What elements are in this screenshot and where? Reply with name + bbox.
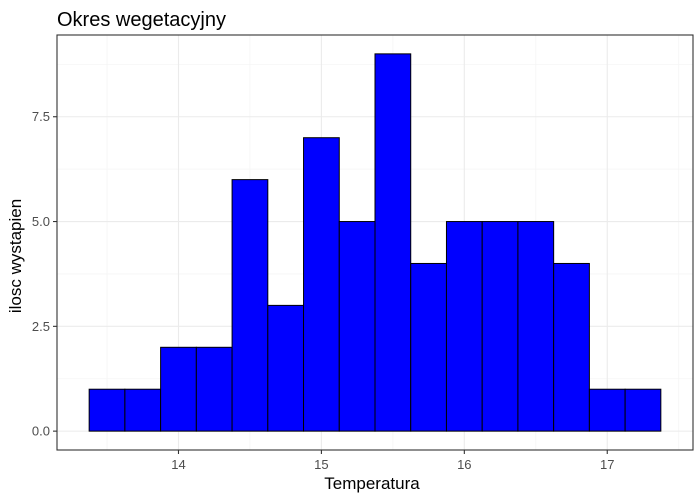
histogram-bar	[445, 221, 483, 432]
y-tick-label: 0.0	[32, 424, 50, 439]
histogram-bar	[195, 346, 233, 432]
y-axis-ticks: 0.0 2.5 5.0 7.5	[32, 109, 57, 439]
x-tick-label: 16	[457, 457, 471, 472]
histogram-bar	[588, 388, 626, 432]
chart-title: Okres wegetacyjny	[57, 9, 226, 31]
x-axis-ticks: 14 15 16 17	[171, 450, 614, 472]
histogram-bar	[481, 221, 519, 432]
y-tick-label: 7.5	[32, 109, 50, 124]
x-tick-label: 17	[600, 457, 614, 472]
histogram-bar	[124, 388, 162, 432]
y-tick-label: 2.5	[32, 319, 50, 334]
histogram-bar	[553, 262, 590, 432]
histogram-bar	[624, 388, 662, 432]
plot-panel-border	[56, 34, 694, 451]
histogram-bar	[410, 262, 447, 432]
x-tick-label: 15	[314, 457, 328, 472]
y-tick-label: 5.0	[32, 214, 50, 229]
histogram-bar	[303, 137, 340, 432]
histogram-bar	[517, 221, 555, 432]
histogram-bar	[374, 53, 412, 432]
x-tick-label: 14	[171, 457, 185, 472]
histogram-bars	[88, 53, 662, 432]
histogram-bar	[267, 304, 305, 432]
y-axis-title: ilosc wystapien	[6, 199, 25, 313]
x-axis-title: Temperatura	[324, 474, 420, 493]
histogram-bar	[160, 346, 197, 432]
histogram-bar	[338, 221, 376, 432]
histogram-bar	[231, 179, 269, 432]
histogram-bar	[88, 388, 126, 432]
